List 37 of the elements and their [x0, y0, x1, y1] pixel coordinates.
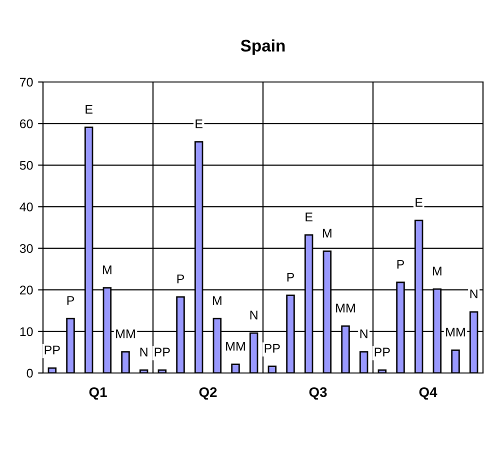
text: P: [287, 272, 294, 282]
text: E: [306, 212, 312, 222]
text: M: [432, 266, 442, 276]
text: E: [196, 120, 202, 128]
chart-title: Spain: [240, 39, 285, 55]
text: M: [212, 296, 222, 305]
y-tick-label: 70: [20, 78, 33, 87]
series-label: P: [177, 274, 184, 284]
y-tick-label: 40: [20, 202, 33, 212]
text: MM: [116, 329, 135, 338]
text: P: [67, 296, 74, 305]
series-label: M: [102, 265, 112, 274]
series-label: PP: [374, 348, 390, 356]
series-label: N: [140, 348, 148, 356]
text: M: [322, 228, 332, 238]
text: PP: [44, 346, 60, 354]
text: P: [397, 260, 404, 269]
text: N: [360, 329, 368, 338]
series-label: MM: [336, 304, 355, 312]
y-tick-label: 20: [20, 286, 33, 295]
x-tick-label: Q4: [419, 387, 438, 400]
series-label: E: [86, 105, 92, 114]
y-tick-label: 30: [20, 244, 33, 253]
text: MM: [226, 342, 245, 351]
text: PP: [154, 348, 170, 356]
x-tick-label: Q2: [199, 387, 217, 400]
y-tick-label: 10: [20, 327, 33, 336]
text: N: [250, 310, 258, 320]
text: N: [470, 290, 478, 298]
text: MM: [446, 328, 465, 336]
y-tick-label: 50: [20, 160, 33, 170]
x-tick-label: Q3: [309, 387, 327, 400]
text: PP: [264, 344, 280, 353]
y-tick-label: 0: [26, 368, 33, 378]
y-tick-label: 60: [20, 119, 33, 128]
text: E: [416, 198, 422, 207]
x-tick-label: Q1: [89, 387, 107, 400]
